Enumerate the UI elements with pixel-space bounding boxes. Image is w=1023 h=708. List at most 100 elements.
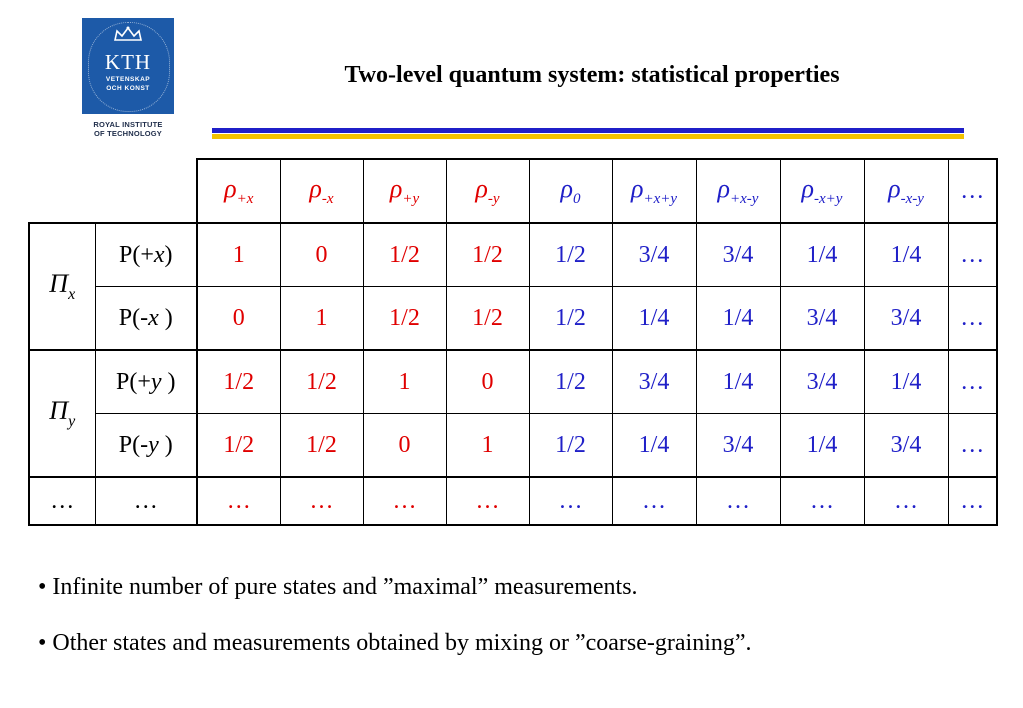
probability-table: ρ+x ρ-x ρ+y ρ-y ρ0 ρ+x+y ρ+x-y ρ-x+y ρ-x-y… Πx P(+… (28, 158, 998, 526)
rho-subscript: +x+y (643, 191, 678, 207)
kth-logo: KTH VETENSKAP OCH KONST ROYAL INSTITUTE … (82, 18, 174, 138)
table-row: Πx P(+x) 1 0 1/2 1/2 1/2 3/4 3/4 1/4 1/4… (28, 222, 998, 351)
table-cell: 3/4 (863, 286, 949, 351)
rho-symbol: ρ (309, 174, 322, 203)
table-cell: 1/4 (863, 349, 949, 414)
table-row: P(-x ) 0 1 1/2 1/2 1/2 1/4 1/4 3/4 3/4… (29, 286, 998, 351)
outcome-label-var: y (148, 431, 159, 458)
table-cell: … (196, 476, 281, 526)
table-cell: 1/2 (445, 222, 530, 287)
column-header: ρ-x+y (779, 158, 865, 224)
logo-subtitle-line2: OF TECHNOLOGY (93, 129, 163, 138)
table-cell: 0 (362, 413, 447, 478)
table-cell: … (611, 476, 697, 526)
table-cell: 3/4 (779, 286, 865, 351)
rho-subscript: +y (402, 191, 420, 207)
table-cell: … (947, 349, 998, 414)
pi-symbol: Π (49, 269, 69, 298)
table-cell: 1/2 (279, 349, 364, 414)
table-cell: 0 (279, 222, 364, 287)
rho-symbol: ρ (224, 174, 237, 203)
outcome-label: P(+y ) (94, 349, 198, 414)
rho-symbol: ρ (389, 174, 403, 203)
pi-symbol: Π (49, 396, 69, 425)
pi-subscript: x (68, 286, 76, 303)
table-cell: 1/2 (445, 286, 530, 351)
table-corner-blank (29, 159, 198, 224)
rho-symbol: ρ (560, 174, 573, 203)
table-cell: 3/4 (779, 349, 865, 414)
outcome-label-var: y (150, 368, 162, 395)
column-header: ρ+y (362, 158, 447, 224)
column-header: ρ0 (528, 158, 613, 224)
outcome-label-pre: P(- (118, 304, 149, 331)
rho-subscript: +x-y (730, 191, 759, 207)
rho-symbol: ρ (717, 174, 731, 203)
outcome-label: P(-x ) (94, 286, 198, 351)
column-header: ρ+x (196, 158, 281, 224)
outcome-label-pre: P(+ (118, 241, 154, 268)
bullet-item: • Infinite number of pure states and ”ma… (38, 574, 638, 600)
rho-symbol: ρ (888, 174, 901, 203)
table-cell: 1/2 (528, 222, 613, 287)
rho-symbol: ρ (475, 174, 488, 203)
logo-emblem: KTH VETENSKAP OCH KONST (82, 18, 174, 114)
outcome-label-post: ) (161, 368, 176, 395)
logo-subtitle-line1: ROYAL INSTITUTE (93, 120, 163, 129)
title-underline-gold (212, 134, 964, 139)
column-header: ρ-x-y (863, 158, 949, 224)
outcome-label-post: ) (158, 431, 173, 458)
table-cell: 1/2 (528, 286, 613, 351)
outcome-label: P(-y ) (94, 413, 198, 478)
rho-subscript: -x-y (900, 191, 924, 207)
table-cell: … (695, 476, 781, 526)
bullet-list: • Infinite number of pure states and ”ma… (38, 573, 752, 685)
rho-subscript: -x+y (814, 191, 843, 207)
table-header-row: ρ+x ρ-x ρ+y ρ-y ρ0 ρ+x+y ρ+x-y ρ-x+y ρ-x-y… (29, 158, 998, 224)
ellipsis: … (960, 177, 985, 204)
title-underline-blue (212, 128, 964, 133)
table-cell: 1/2 (362, 286, 447, 351)
table-row: P(-y ) 1/2 1/2 0 1 1/2 1/4 3/4 1/4 3/4… (29, 413, 998, 478)
outcome-label-pre: P(+ (115, 368, 151, 395)
table-cell: 1/4 (611, 286, 697, 351)
table-cell: 1/4 (779, 413, 865, 478)
table-cell: … (94, 476, 198, 526)
table-row: Πy P(+y ) 1/2 1/2 1 0 1/2 3/4 1/4 3/4 1/4… (28, 349, 998, 478)
table-cell: … (863, 476, 949, 526)
rho-subscript: +x (236, 191, 254, 207)
crown-icon (114, 26, 142, 41)
table-cell: … (528, 476, 613, 526)
rho-symbol: ρ (630, 174, 644, 203)
logo-kth-text: KTH (104, 50, 152, 74)
table-cell: 1 (279, 286, 364, 351)
table-cell: … (779, 476, 865, 526)
slide-title: Two-level quantum system: statistical pr… (344, 62, 840, 88)
rho-symbol: ρ (801, 174, 815, 203)
measurement-group-label: Πx (28, 222, 96, 351)
table-cell: … (947, 286, 998, 351)
table-cell: 0 (196, 286, 281, 351)
logo-line2: OCH KONST (106, 85, 150, 92)
table-cell: 1/4 (611, 413, 697, 478)
table-cell: … (28, 476, 96, 526)
table-cell: 1 (196, 222, 281, 287)
table-cell: 1/4 (695, 286, 781, 351)
table-cell: 1/2 (196, 413, 281, 478)
column-header: ρ+x+y (611, 158, 697, 224)
table-cell: 1 (362, 349, 447, 414)
logo-ring (88, 22, 170, 112)
logo-line1: VETENSKAP (105, 76, 151, 83)
table-cell: 1/4 (863, 222, 949, 287)
bullet-item: • Other states and measurements obtained… (38, 630, 752, 656)
outcome-label-var: x (153, 241, 165, 268)
table-cell: 1/2 (196, 349, 281, 414)
table-cell: 3/4 (695, 222, 781, 287)
table-cell: 3/4 (611, 222, 697, 287)
logo-subtitle: ROYAL INSTITUTE OF TECHNOLOGY (82, 120, 174, 138)
table-cell: … (947, 222, 998, 287)
measurement-group-label: Πy (28, 349, 96, 478)
table-cell: 3/4 (611, 349, 697, 414)
table-row-ellipsis: ……………………………… (28, 476, 998, 526)
table-cell: … (362, 476, 447, 526)
